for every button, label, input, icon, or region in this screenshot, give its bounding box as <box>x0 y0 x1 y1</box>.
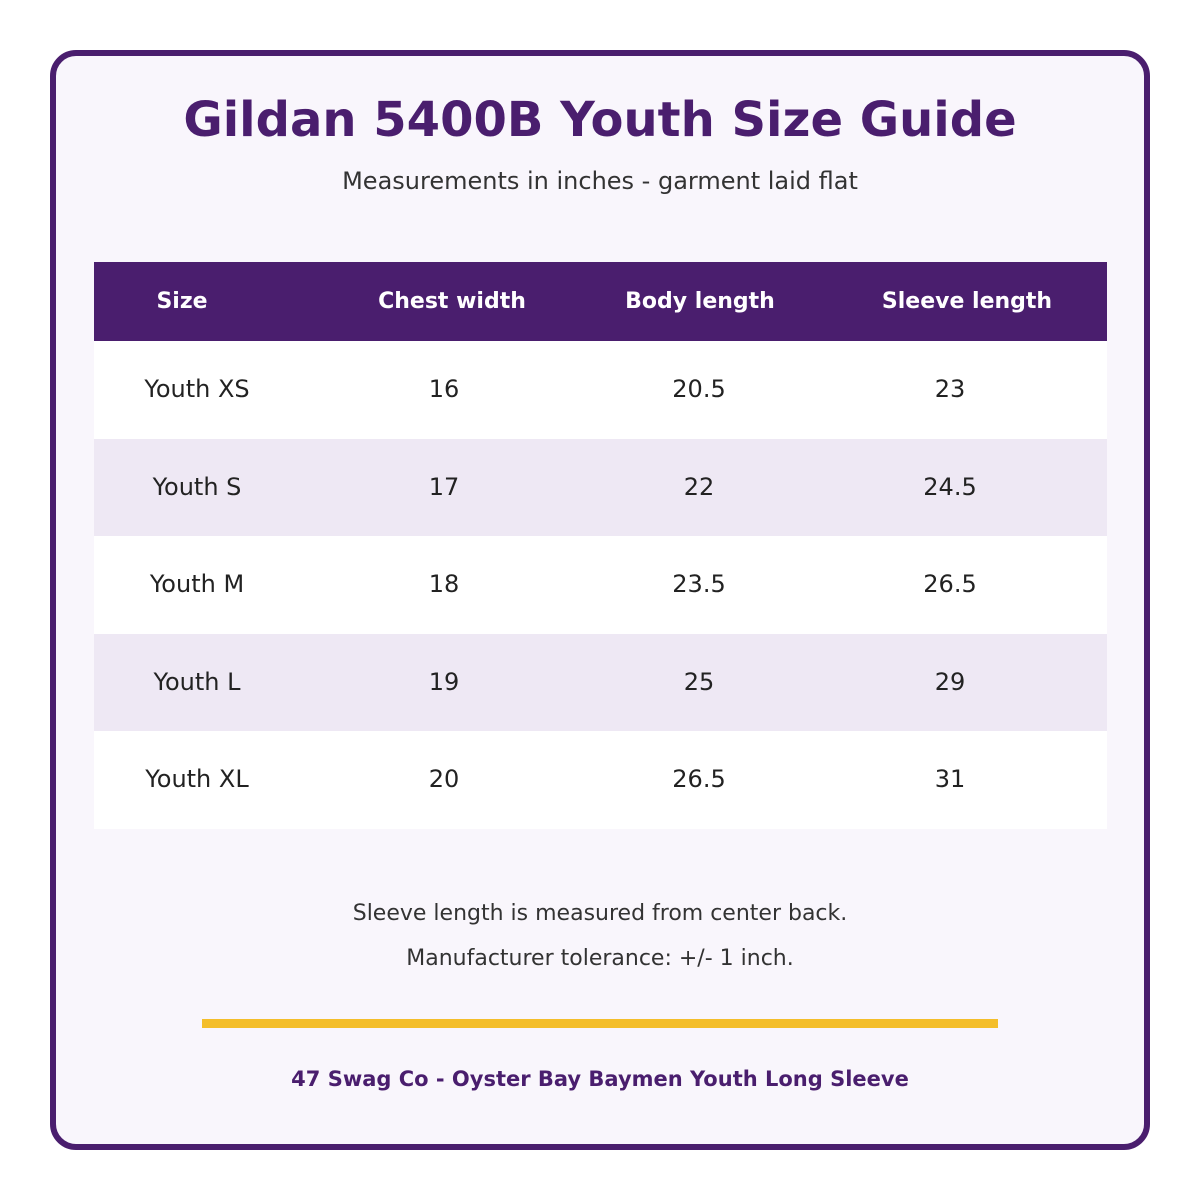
cell-size: Youth S <box>152 472 242 501</box>
note-tolerance: Manufacturer tolerance: +/- 1 inch. <box>406 946 794 971</box>
header-body-length: Body length <box>625 289 775 314</box>
table-row: Youth S 17 22 24.5 <box>94 438 1107 536</box>
page-subtitle: Measurements in inches - garment laid fl… <box>342 167 858 195</box>
table-row: Youth L 19 25 29 <box>94 633 1107 731</box>
cell-sleeve-length: 26.5 <box>923 570 977 598</box>
cell-body-length: 25 <box>683 667 715 696</box>
footer-brand-line: 47 Swag Co - Oyster Bay Baymen Youth Lon… <box>291 1067 909 1091</box>
header-sleeve-length: Sleeve length <box>881 289 1053 314</box>
cell-body-length: 23.5 <box>672 570 726 598</box>
cell-chest-width: 18 <box>428 570 460 598</box>
cell-body-length: 26.5 <box>672 765 726 793</box>
accent-divider <box>202 1019 998 1028</box>
cell-chest-width: 16 <box>428 375 460 403</box>
cell-chest-width: 20 <box>428 765 460 793</box>
header-chest-width: Chest width <box>378 289 526 314</box>
note-sleeve-measurement: Sleeve length is measured from center ba… <box>352 901 848 926</box>
table-row: Youth XS 16 20.5 23 <box>94 341 1107 439</box>
header-size: Size <box>156 289 208 314</box>
cell-size: Youth XL <box>145 765 249 793</box>
cell-size: Youth XS <box>144 375 250 403</box>
size-table: Size Chest width Body length Sleeve leng… <box>94 262 1107 829</box>
table-row: Youth XL 20 26.5 31 <box>94 731 1107 829</box>
cell-sleeve-length: 24.5 <box>923 472 977 501</box>
cell-body-length: 20.5 <box>672 375 726 403</box>
cell-sleeve-length: 23 <box>934 375 966 403</box>
page-title: Gildan 5400B Youth Size Guide <box>183 92 1017 148</box>
cell-sleeve-length: 29 <box>934 667 966 696</box>
table-row: Youth M 18 23.5 26.5 <box>94 536 1107 634</box>
cell-size: Youth M <box>149 570 245 598</box>
cell-chest-width: 19 <box>428 667 460 696</box>
cell-chest-width: 17 <box>428 472 460 501</box>
cell-body-length: 22 <box>683 472 715 501</box>
cell-size: Youth L <box>153 667 241 696</box>
cell-sleeve-length: 31 <box>934 765 966 793</box>
table-header-row: Size Chest width Body length Sleeve leng… <box>94 262 1107 341</box>
